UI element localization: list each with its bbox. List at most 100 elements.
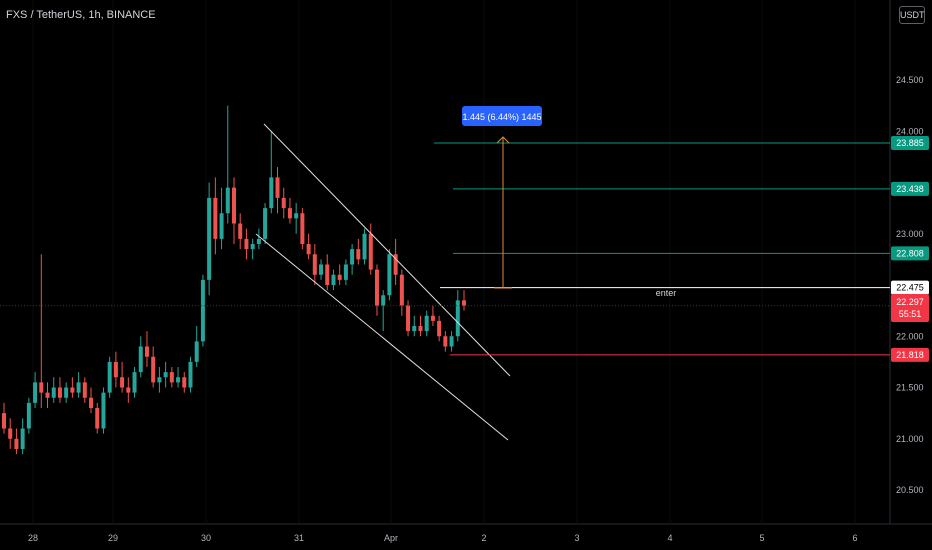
candle-body[interactable]: [225, 187, 230, 214]
candle-body[interactable]: [319, 264, 324, 275]
candle-body[interactable]: [163, 372, 168, 378]
candle-body[interactable]: [64, 387, 69, 398]
candle-body[interactable]: [418, 326, 423, 332]
candle-body[interactable]: [95, 408, 100, 429]
candle-body[interactable]: [443, 336, 448, 347]
candle-body[interactable]: [70, 387, 75, 393]
candle-body[interactable]: [101, 392, 106, 429]
candle-body[interactable]: [26, 402, 31, 429]
candle-body[interactable]: [113, 361, 118, 378]
time-axis: 28 29 30 31 Apr 2 3 4 5 6: [28, 533, 858, 543]
candle-body[interactable]: [300, 213, 305, 244]
candle-body[interactable]: [39, 382, 44, 393]
candle-body[interactable]: [387, 254, 392, 296]
channel-upper-line[interactable]: [263, 123, 511, 377]
candle-body[interactable]: [325, 264, 330, 286]
candle-body[interactable]: [412, 326, 417, 332]
candle-body[interactable]: [368, 233, 373, 270]
level-badge: [891, 280, 929, 295]
candles[interactable]: [2, 105, 466, 455]
level-badge-label: 23.438: [896, 184, 924, 194]
last-price-badge: [891, 294, 929, 322]
candle-body[interactable]: [8, 428, 13, 439]
candle-body[interactable]: [462, 300, 466, 306]
candle-body[interactable]: [269, 177, 274, 209]
candle-body[interactable]: [132, 372, 137, 393]
candle-body[interactable]: [238, 223, 243, 239]
enter-label: enter: [656, 288, 677, 298]
candle-body[interactable]: [76, 382, 81, 393]
candle-body[interactable]: [120, 377, 125, 388]
candle-body[interactable]: [194, 341, 199, 362]
candle-body[interactable]: [51, 387, 56, 398]
candle-body[interactable]: [232, 187, 236, 224]
candle-body[interactable]: [306, 244, 311, 255]
price-levels[interactable]: 23.885 23.438 22.808 22.475 21.818: [0, 136, 929, 362]
candle-body[interactable]: [138, 346, 143, 373]
candle-body[interactable]: [331, 274, 336, 285]
candle-body[interactable]: [33, 382, 38, 403]
candle-body[interactable]: [337, 274, 342, 280]
candle-body[interactable]: [362, 233, 367, 260]
candle-body[interactable]: [281, 197, 286, 209]
candle-body[interactable]: [256, 238, 261, 244]
price-tick-label: 23.000: [896, 229, 924, 239]
last-price-countdown: 55:51: [899, 309, 922, 319]
price-tick-label: 24.000: [896, 126, 924, 136]
candle-body[interactable]: [356, 249, 361, 260]
candle-body[interactable]: [89, 397, 94, 408]
level-badge: [891, 136, 929, 151]
candle-body[interactable]: [455, 300, 460, 337]
candle-body[interactable]: [350, 249, 355, 265]
time-tick-label: 2: [481, 533, 486, 543]
candle-body[interactable]: [144, 346, 149, 357]
candle-body[interactable]: [399, 274, 404, 306]
time-tick-label: 3: [574, 533, 579, 543]
candle-body[interactable]: [244, 238, 249, 250]
currency-button[interactable]: USDT: [899, 6, 925, 24]
last-price-label: 22.297: [896, 297, 924, 307]
candle-body[interactable]: [275, 177, 280, 198]
time-tick-label: 28: [28, 533, 38, 543]
candle-body[interactable]: [2, 413, 6, 429]
candle-body[interactable]: [381, 295, 386, 306]
candle-body[interactable]: [126, 387, 131, 393]
candle-body[interactable]: [182, 377, 187, 388]
candle-body[interactable]: [213, 197, 218, 239]
candle-body[interactable]: [219, 213, 224, 239]
candle-body[interactable]: [151, 356, 156, 383]
candle-body[interactable]: [20, 428, 25, 450]
candle-body[interactable]: [176, 377, 181, 383]
candle-body[interactable]: [287, 208, 292, 219]
time-tick-label: 29: [108, 533, 118, 543]
candle-body[interactable]: [424, 315, 429, 332]
candle-body[interactable]: [374, 269, 379, 306]
candle-body[interactable]: [188, 361, 193, 388]
candle-body[interactable]: [312, 254, 317, 275]
candle-body[interactable]: [207, 197, 212, 280]
candle-body[interactable]: [157, 377, 162, 383]
candle-body[interactable]: [169, 372, 174, 383]
level-badge-label: 23.885: [896, 138, 924, 148]
candle-body[interactable]: [437, 320, 442, 337]
candle-body[interactable]: [406, 305, 411, 332]
time-tick-label: Apr: [384, 533, 398, 543]
candle-body[interactable]: [250, 244, 255, 250]
candle-body[interactable]: [82, 382, 87, 398]
candle-body[interactable]: [263, 208, 268, 239]
candle-body[interactable]: [294, 213, 299, 219]
candle-body[interactable]: [200, 279, 205, 342]
price-axis: 24.500 24.000 23.000 22.000 21.500 21.000 20.5…: [896, 75, 924, 495]
candle-body[interactable]: [107, 361, 112, 393]
level-badge: [891, 347, 929, 362]
candle-body[interactable]: [343, 264, 348, 280]
candle-body[interactable]: [45, 392, 50, 398]
candle-body[interactable]: [14, 438, 19, 449]
candle-body[interactable]: [57, 387, 62, 398]
measure-label: 1.445 (6.44%) 1445: [462, 112, 541, 122]
candle-body[interactable]: [393, 254, 398, 275]
channel-lower-line[interactable]: [255, 233, 509, 441]
candle-body[interactable]: [430, 315, 435, 321]
candle-body[interactable]: [449, 336, 454, 347]
